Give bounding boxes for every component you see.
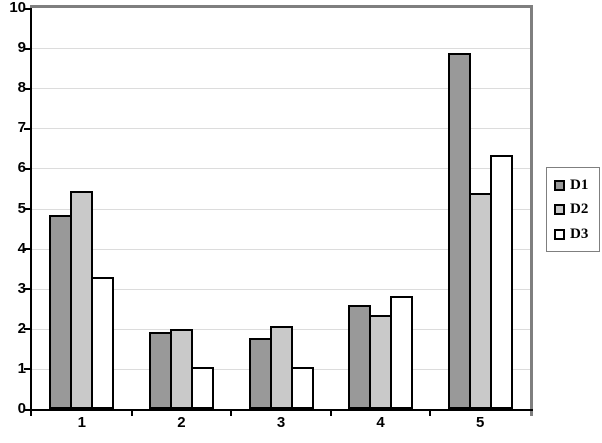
x-axis-category-label: 2 (177, 414, 186, 431)
x-axis-category-label: 1 (77, 414, 86, 431)
x-axis-category-label: 3 (276, 414, 286, 431)
y-axis-tick (24, 328, 31, 331)
x-axis-tick (130, 411, 133, 416)
gridline (32, 48, 530, 50)
x-axis-line (30, 409, 533, 411)
y-axis-tick (24, 248, 31, 251)
legend-swatch-D1 (554, 179, 565, 191)
legend-label: D1 (570, 176, 589, 193)
x-axis-tick (329, 411, 332, 416)
bar-D3-cat4 (390, 295, 414, 409)
y-axis-tick-label: 9 (17, 39, 26, 57)
bar-D2-cat1 (70, 190, 94, 409)
plot-border-right (530, 5, 533, 416)
plot-border-top (30, 5, 533, 8)
y-axis-tick (24, 87, 31, 90)
y-axis-tick-label: 3 (17, 279, 26, 297)
y-axis-tick-label: 2 (17, 319, 26, 337)
y-axis-tick-label: 6 (17, 159, 26, 177)
x-axis-category-label: 4 (376, 414, 385, 431)
y-axis-line (30, 8, 32, 416)
y-axis-tick (24, 127, 31, 130)
gridline (32, 208, 530, 210)
y-axis-tick-label: 10 (9, 0, 26, 16)
bar-D2-cat3 (269, 326, 293, 409)
legend-item-D1: D1 (554, 176, 599, 193)
legend-item-D2: D2 (554, 202, 599, 217)
bar-D1-cat5 (447, 53, 471, 409)
y-axis-tick (24, 208, 31, 210)
legend-label: D2 (570, 201, 589, 217)
y-axis-tick (24, 408, 31, 411)
bar-D3-cat5 (489, 155, 513, 409)
bar-D2-cat2 (169, 328, 193, 409)
bar-D2-cat4 (369, 314, 393, 409)
legend-swatch-D2 (554, 204, 565, 215)
y-axis-tick (24, 368, 31, 371)
legend-label: D3 (570, 225, 589, 242)
y-axis-tick (24, 288, 31, 291)
gridline (32, 288, 530, 290)
bar-D1-cat4 (348, 304, 372, 409)
y-axis-tick-label: 1 (17, 359, 26, 377)
y-axis-tick-label: 0 (17, 400, 26, 417)
x-axis-tick (429, 411, 432, 416)
bar-D3-cat1 (91, 276, 115, 409)
legend: D1 D2 D3 (546, 167, 600, 252)
x-axis-category-label: 5 (476, 414, 485, 431)
bar-D1-cat2 (148, 332, 172, 409)
legend-swatch-D3 (554, 228, 565, 240)
gridline (32, 88, 530, 90)
y-axis-tick-label: 7 (17, 119, 26, 137)
gridline (32, 248, 530, 250)
legend-item-D3: D3 (554, 225, 599, 242)
bar-D1-cat1 (49, 214, 73, 409)
y-axis-tick-label: 4 (17, 239, 26, 257)
x-axis-tick (230, 411, 233, 416)
y-axis-tick (24, 7, 31, 10)
bar-D3-cat2 (190, 366, 214, 409)
y-axis-tick (24, 47, 31, 50)
bar-D3-cat3 (290, 366, 314, 409)
y-axis-tick-label: 5 (17, 199, 26, 217)
gridline (32, 128, 530, 130)
y-axis-tick-label: 8 (17, 79, 26, 97)
bar-D2-cat5 (468, 192, 492, 409)
bar-D1-cat3 (248, 337, 272, 409)
y-axis-tick (24, 167, 31, 170)
gridline (32, 168, 530, 170)
